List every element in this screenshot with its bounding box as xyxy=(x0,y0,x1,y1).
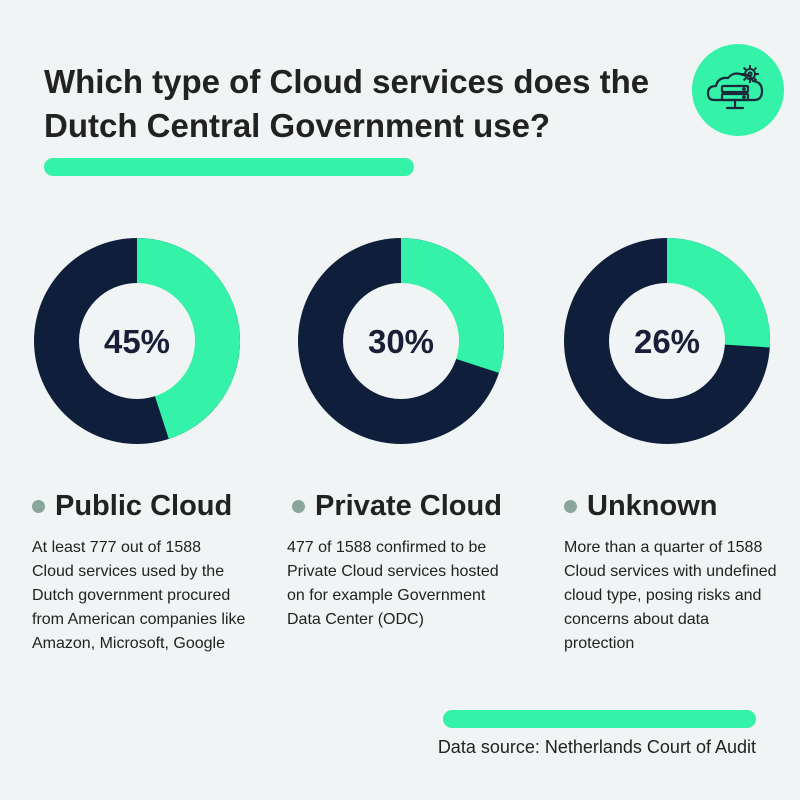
description-private-cloud: 477 of 1588 confirmed to be Private Clou… xyxy=(287,539,499,628)
legend-dot xyxy=(564,499,577,513)
donut-chart-public-cloud: 45% xyxy=(34,238,241,444)
percent-label-private-cloud: 30% xyxy=(368,323,434,360)
cloud-server-gear-icon xyxy=(692,44,784,136)
category-name: Unknown xyxy=(587,489,718,522)
percent-label-public-cloud: 45% xyxy=(104,323,170,360)
category-name: Private Cloud xyxy=(315,489,502,522)
source-underline xyxy=(443,710,756,728)
donut-hole xyxy=(79,283,195,399)
description-unknown: More than a quarter of 1588 Cloud servic… xyxy=(564,539,777,652)
legend-public-cloud: Public Cloud xyxy=(32,484,232,528)
donut-chart-unknown: 26% xyxy=(564,238,771,444)
donut-chart-private-cloud: 30% xyxy=(298,238,505,444)
description-public-cloud: At least 777 out of 1588 Cloud services … xyxy=(32,539,246,652)
category-name: Public Cloud xyxy=(55,489,233,522)
legend-private-cloud: Private Cloud xyxy=(292,484,502,528)
percent-label-unknown: 26% xyxy=(634,323,700,360)
data-source: Data source: Netherlands Court of Audit xyxy=(437,737,756,757)
legend-dot xyxy=(292,499,305,513)
legend-unknown: Unknown xyxy=(564,484,718,528)
page-title: Which type of Cloud services does the Du… xyxy=(44,63,650,144)
donut-hole xyxy=(609,283,725,399)
title-underline xyxy=(44,158,414,176)
legend-dot xyxy=(32,499,45,513)
donut-hole xyxy=(343,283,459,399)
